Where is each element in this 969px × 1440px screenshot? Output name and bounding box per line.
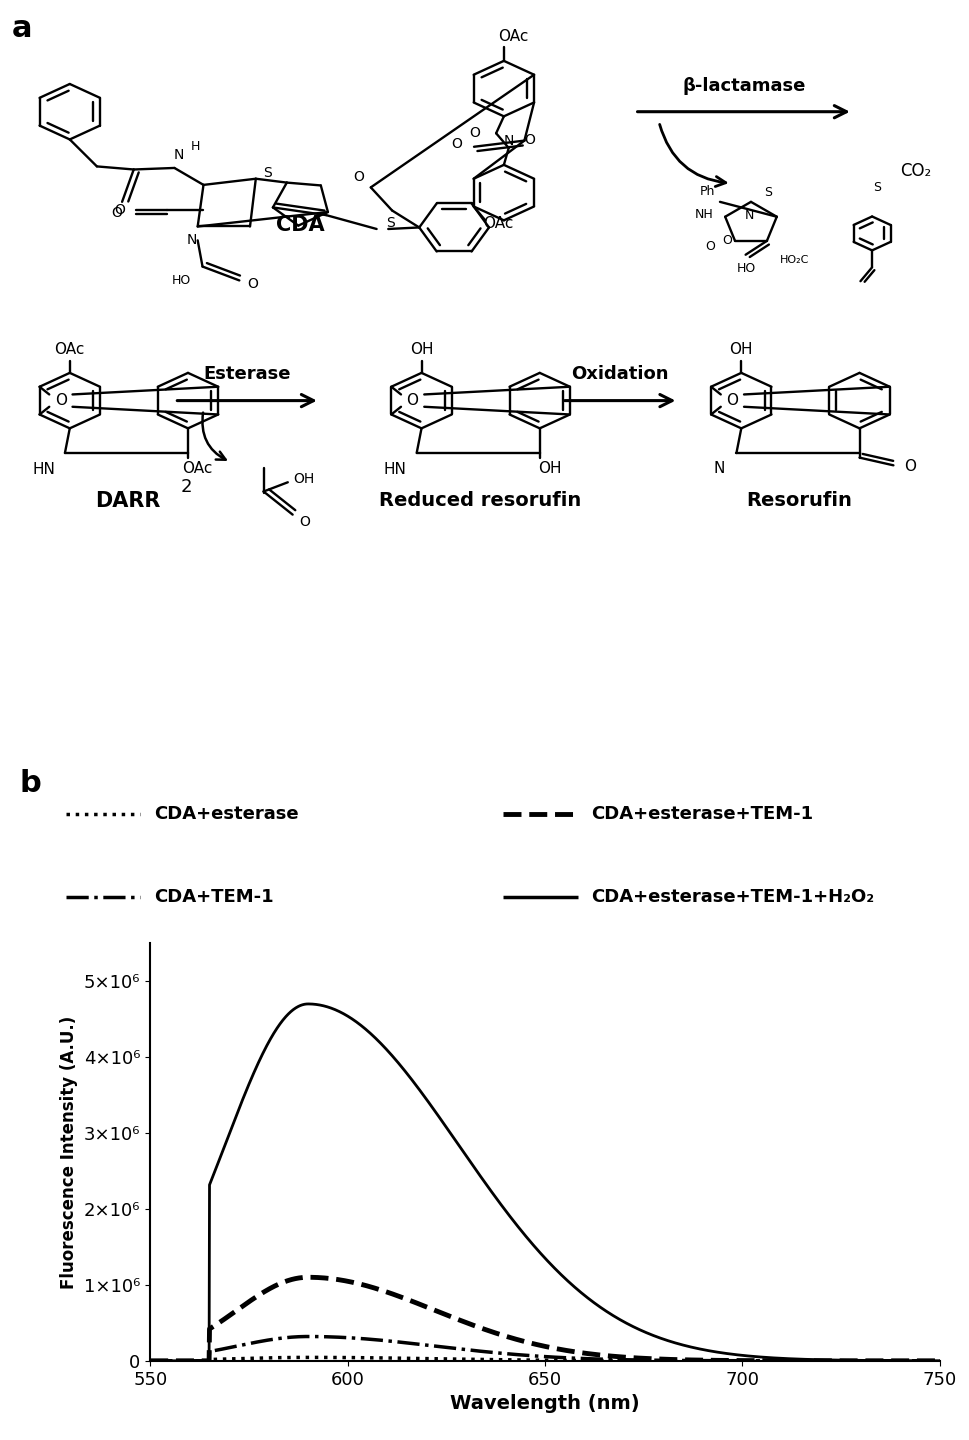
Text: HN: HN [384, 462, 407, 478]
Text: b: b [19, 769, 41, 798]
Text: a: a [12, 14, 32, 43]
Text: O: O [110, 206, 122, 220]
Text: S: S [873, 180, 881, 194]
Text: O: O [722, 233, 732, 246]
Text: OAc: OAc [54, 343, 85, 357]
Text: Resorufin: Resorufin [746, 491, 853, 510]
Text: OH: OH [538, 461, 561, 475]
Text: OAc: OAc [483, 216, 513, 230]
Text: O: O [354, 170, 364, 184]
Text: N: N [713, 461, 725, 475]
Text: CDA+esterase: CDA+esterase [154, 805, 298, 824]
Text: DARR: DARR [95, 491, 161, 511]
Y-axis label: Fluorescence Intensity (A.U.): Fluorescence Intensity (A.U.) [60, 1015, 78, 1289]
Text: N: N [504, 134, 515, 147]
Text: O: O [727, 393, 738, 408]
Text: OAc: OAc [498, 29, 529, 43]
Text: OAc: OAc [182, 461, 213, 475]
Text: HO: HO [736, 262, 756, 275]
Text: S: S [263, 166, 272, 180]
Text: S: S [765, 186, 772, 199]
Text: O: O [298, 516, 310, 530]
Text: CDA+TEM-1: CDA+TEM-1 [154, 888, 274, 906]
Text: HO₂C: HO₂C [780, 255, 809, 265]
Text: CO₂: CO₂ [900, 163, 931, 180]
Text: OH: OH [730, 343, 753, 357]
Text: Ph: Ph [700, 184, 715, 197]
Text: CDA: CDA [276, 215, 325, 235]
Text: N: N [187, 233, 197, 248]
Text: N: N [744, 209, 754, 222]
Text: S: S [386, 216, 394, 230]
Text: N: N [174, 148, 184, 161]
Text: OH: OH [410, 343, 433, 357]
Text: O: O [55, 393, 67, 408]
Text: 2: 2 [180, 478, 192, 495]
Text: HN: HN [32, 462, 55, 478]
Text: CDA+esterase+TEM-1+H₂O₂: CDA+esterase+TEM-1+H₂O₂ [591, 888, 875, 906]
Text: CDA+esterase+TEM-1: CDA+esterase+TEM-1 [591, 805, 814, 824]
Text: O: O [904, 459, 916, 474]
Text: O: O [114, 203, 126, 216]
Text: H: H [191, 140, 201, 153]
X-axis label: Wavelength (nm): Wavelength (nm) [451, 1394, 640, 1413]
Text: Esterase: Esterase [203, 366, 291, 383]
Text: O: O [407, 393, 419, 408]
Text: HO: HO [172, 274, 191, 287]
Text: Oxidation: Oxidation [572, 366, 669, 383]
Text: O: O [705, 240, 715, 253]
Text: β-lactamase: β-lactamase [682, 78, 806, 95]
Text: O: O [524, 134, 536, 147]
Text: O: O [469, 127, 481, 140]
Text: NH: NH [695, 207, 714, 220]
Text: Reduced resorufin: Reduced resorufin [379, 491, 580, 510]
Text: O: O [452, 137, 462, 151]
Text: O: O [247, 276, 259, 291]
Text: OH: OH [294, 472, 315, 487]
